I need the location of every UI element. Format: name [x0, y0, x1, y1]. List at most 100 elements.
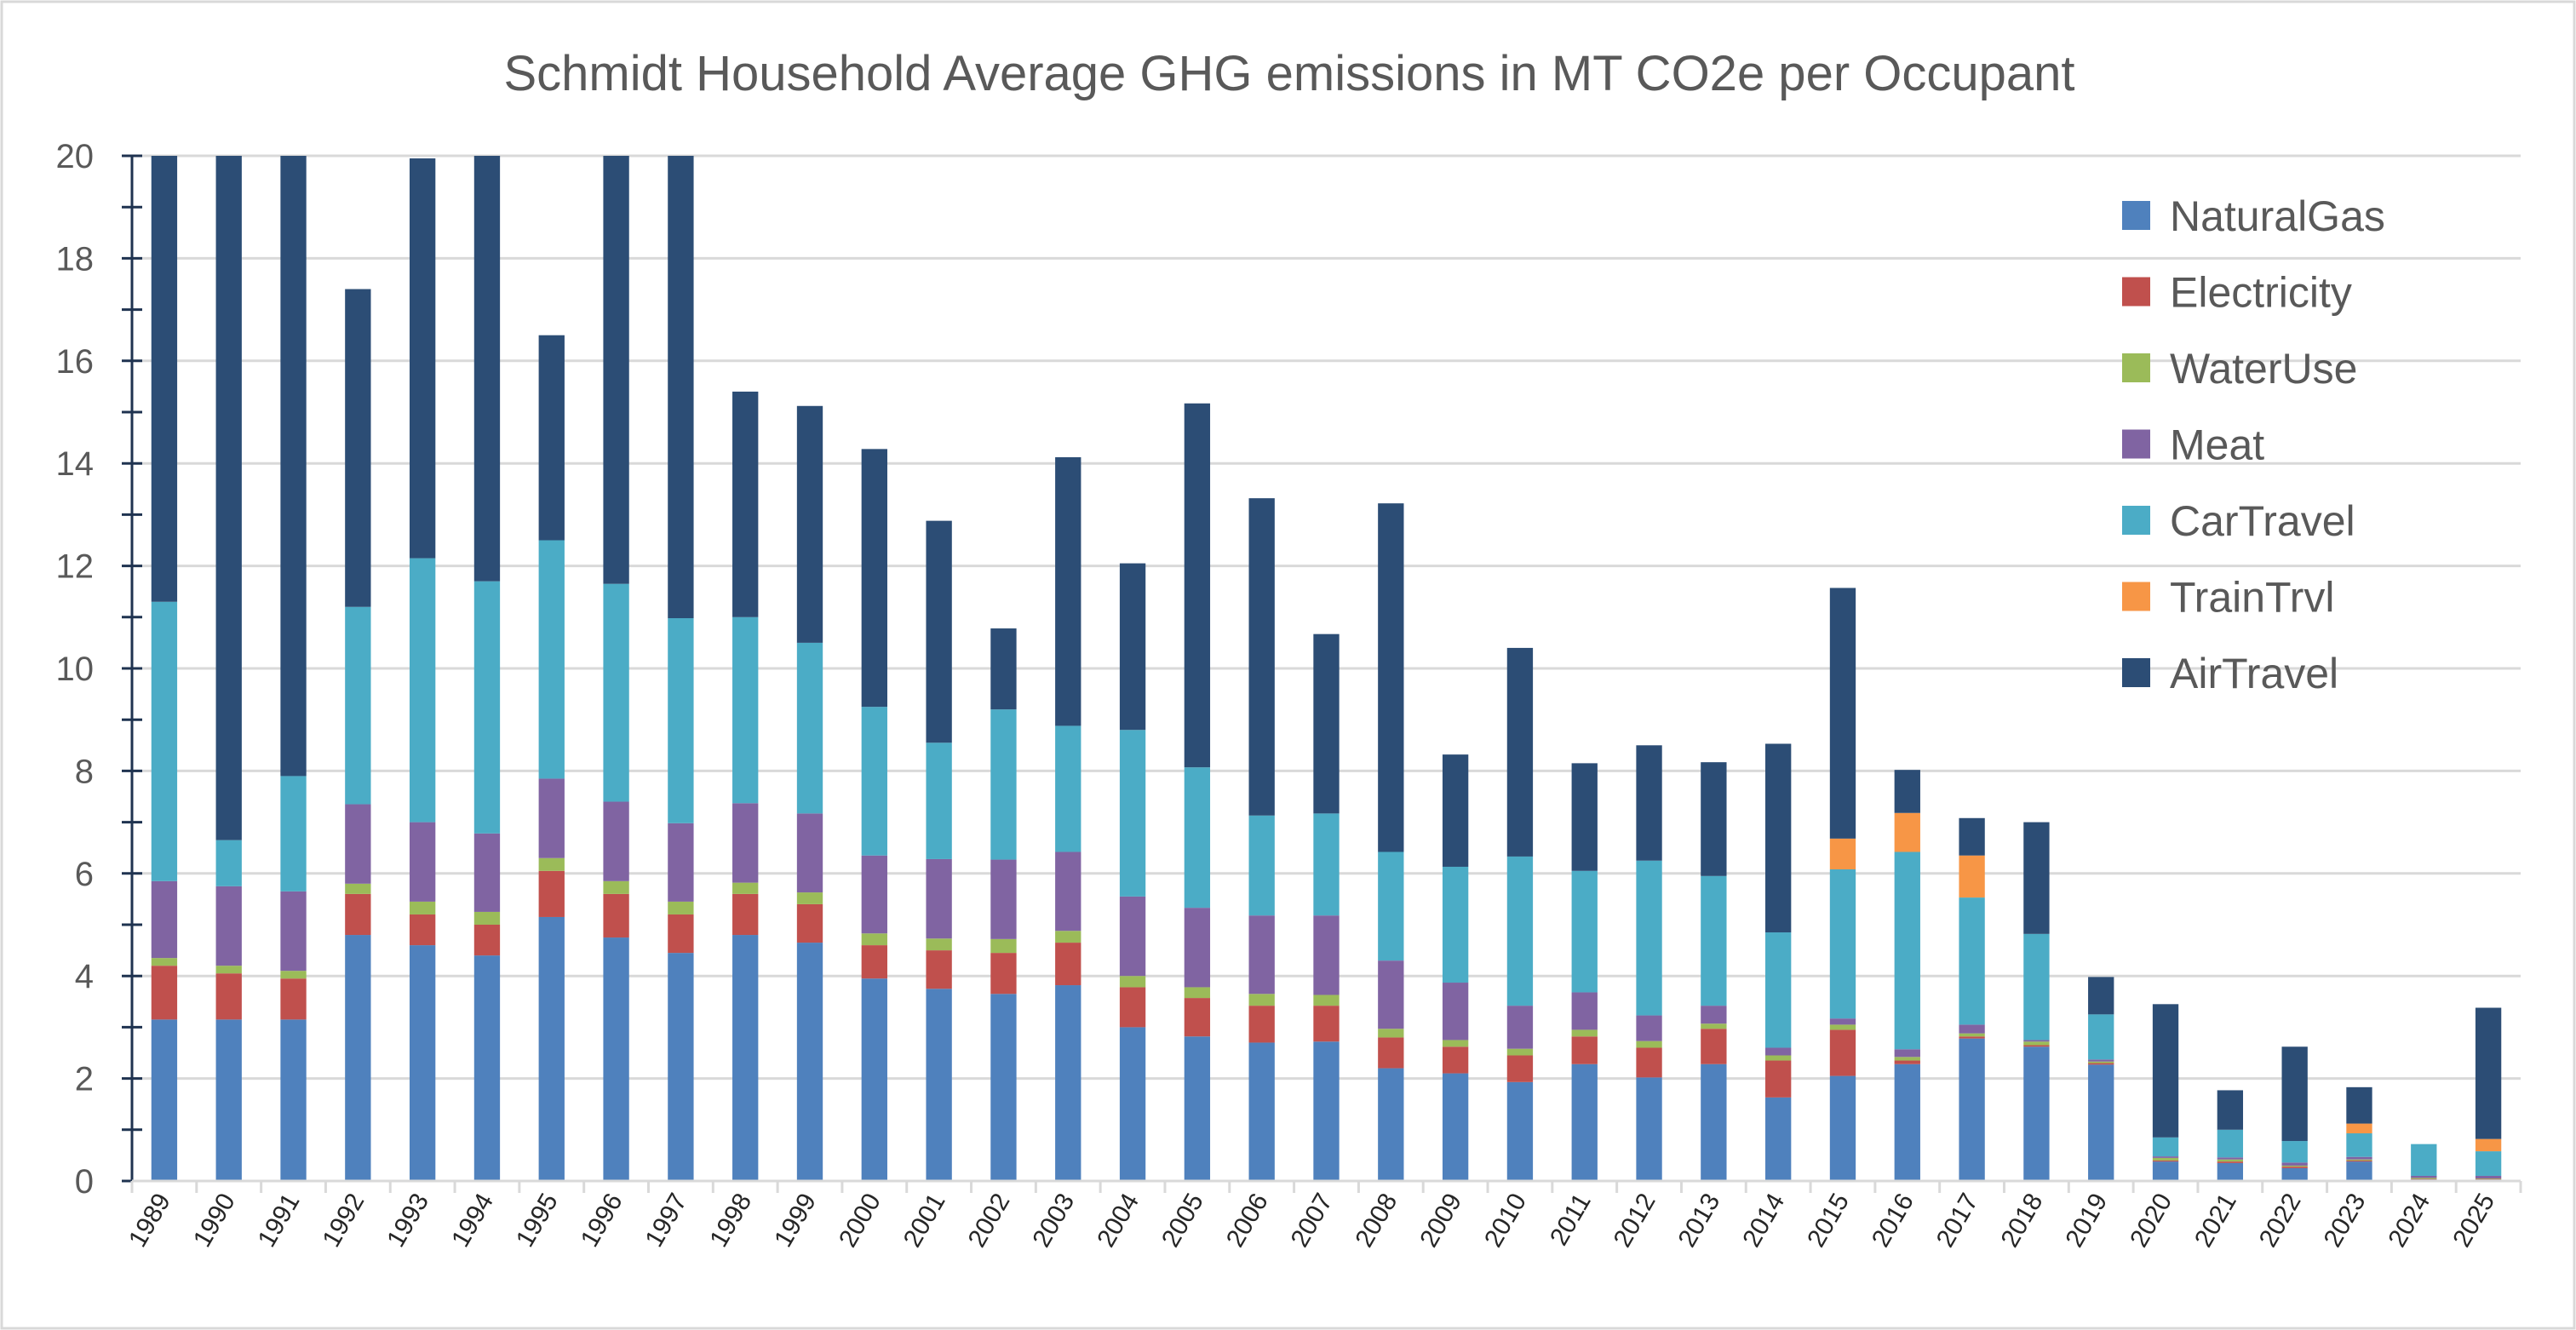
bar-segment-meat-1994	[473, 833, 501, 912]
y-tick-label: 2	[75, 1061, 94, 1098]
bar-segment-airtravel-1995	[538, 335, 565, 541]
bar-segment-wateruse-2023	[2346, 1159, 2372, 1161]
bar-segment-naturalgas-2003	[1055, 985, 1081, 1181]
bar-segment-meat-1992	[345, 804, 371, 884]
bar-segment-airtravel-1992	[345, 289, 371, 607]
bar-segment-meat-2004	[1119, 896, 1146, 977]
legend-label: AirTravel	[2170, 650, 2338, 697]
bar-segment-electricity-2022	[2281, 1167, 2308, 1168]
bar-segment-airtravel-2020	[2152, 1004, 2179, 1138]
bar-segment-cartravel-2007	[1313, 813, 1340, 916]
bar-segment-airtravel-2022	[2281, 1046, 2308, 1142]
bar-segment-electricity-2018	[2023, 1045, 2050, 1047]
bar-segment-airtravel-2006	[1248, 498, 1275, 816]
bar-segment-wateruse-1994	[473, 911, 501, 925]
bar-segment-cartravel-2022	[2281, 1141, 2308, 1163]
bar-segment-cartravel-2011	[1571, 870, 1598, 993]
bar-segment-wateruse-1989	[151, 958, 178, 966]
bar-segment-airtravel-2019	[2088, 977, 2114, 1015]
bar-segment-meat-2014	[1765, 1047, 1792, 1056]
bar-segment-airtravel-2015	[1829, 588, 1856, 839]
bar-segment-naturalgas-2016	[1894, 1063, 1920, 1181]
bar-segment-electricity-2014	[1765, 1060, 1792, 1098]
legend-item-traintrvl: TrainTrvl	[2122, 574, 2335, 622]
bar-segment-naturalgas-1994	[473, 955, 501, 1181]
bar-segment-airtravel-2005	[1184, 403, 1211, 768]
bar-segment-cartravel-2012	[1636, 860, 1662, 1016]
bar-segment-wateruse-2016	[1894, 1057, 1920, 1061]
bar-segment-cartravel-1998	[732, 616, 759, 804]
bar-segment-wateruse-2018	[2023, 1041, 2050, 1046]
bar-segment-naturalgas-1999	[796, 943, 823, 1181]
bar-segment-electricity-2010	[1506, 1055, 1534, 1082]
bar-segment-traintrvl-2015	[1829, 838, 1856, 869]
bar-segment-airtravel-2003	[1055, 456, 1081, 726]
bar-segment-electricity-1998	[732, 893, 759, 936]
bar-segment-wateruse-2015	[1829, 1024, 1856, 1030]
bar-segment-naturalgas-2023	[2346, 1161, 2372, 1181]
y-tick-label: 18	[56, 240, 95, 278]
bar-segment-electricity-2013	[1701, 1029, 1727, 1064]
bar-segment-wateruse-2019	[2088, 1061, 2114, 1063]
bar-segment-wateruse-1990	[215, 966, 242, 974]
bar-segment-wateruse-2011	[1571, 1029, 1598, 1037]
bar-segment-wateruse-2004	[1119, 976, 1146, 988]
y-tick-label: 14	[56, 445, 95, 483]
bar-segment-naturalgas-2014	[1765, 1097, 1792, 1181]
bar-segment-meat-2001	[926, 858, 952, 939]
bar-segment-traintrvl-2023	[2346, 1123, 2372, 1134]
bar-segment-meat-1989	[151, 880, 178, 959]
legend-label: Electricity	[2170, 269, 2352, 317]
bar-segment-meat-1990	[215, 886, 242, 966]
bar-segment-electricity-2017	[1959, 1036, 1985, 1039]
bar-segment-cartravel-2015	[1829, 869, 1856, 1019]
bar-segment-meat-2023	[2346, 1156, 2372, 1160]
bar-segment-wateruse-2000	[861, 933, 887, 946]
bar-segment-electricity-2011	[1571, 1036, 1598, 1064]
legend-item-wateruse: WaterUse	[2122, 345, 2357, 393]
bar-segment-cartravel-1991	[280, 776, 307, 891]
bar-segment-airtravel-2002	[990, 628, 1017, 710]
bar-segment-naturalgas-2001	[926, 989, 952, 1181]
bar-segment-cartravel-1993	[409, 558, 436, 823]
bar-segment-cartravel-2010	[1506, 856, 1534, 1006]
bar-segment-electricity-2008	[1378, 1037, 1404, 1069]
bar-segment-airtravel-2009	[1442, 754, 1469, 867]
y-axis: 0 2 4 6 8 10 12 14 16 18 20	[56, 138, 142, 1201]
bars	[151, 156, 2502, 1181]
bar-segment-traintrvl-2016	[1894, 812, 1920, 852]
bar-segment-meat-2005	[1184, 908, 1211, 988]
bar-segment-airtravel-2008	[1378, 503, 1404, 852]
legend-label: WaterUse	[2170, 345, 2357, 393]
bar-segment-meat-1993	[409, 822, 436, 902]
bar-segment-cartravel-1992	[345, 606, 371, 805]
bar-segment-wateruse-2022	[2281, 1165, 2308, 1167]
bar-segment-naturalgas-2017	[1959, 1038, 1985, 1181]
bar-segment-meat-2006	[1248, 915, 1275, 995]
bar-segment-cartravel-2000	[861, 707, 887, 856]
bar-segment-meat-2009	[1442, 983, 1469, 1040]
bar-segment-electricity-2000	[861, 945, 887, 979]
bar-segment-electricity-2019	[2088, 1063, 2114, 1065]
bar-segment-cartravel-1997	[668, 618, 694, 823]
bar-segment-airtravel-2018	[2023, 822, 2050, 934]
bar-segment-naturalgas-1990	[215, 1019, 242, 1181]
bar-segment-naturalgas-2000	[861, 978, 887, 1181]
bar-segment-electricity-2006	[1248, 1006, 1275, 1043]
bar-segment-wateruse-1995	[538, 857, 565, 871]
bar-segment-electricity-2025	[2475, 1178, 2502, 1180]
chart-title: Schmidt Household Average GHG emissions …	[503, 46, 2074, 101]
bar-segment-naturalgas-1996	[603, 937, 629, 1181]
bar-segment-cartravel-2014	[1765, 932, 1792, 1048]
bar-segment-naturalgas-1997	[668, 953, 694, 1181]
bar-segment-wateruse-2002	[990, 938, 1017, 954]
bar-segment-electricity-2024	[2411, 1178, 2437, 1180]
bar-segment-cartravel-2025	[2475, 1151, 2502, 1176]
bar-segment-naturalgas-2021	[2217, 1162, 2244, 1181]
y-tick-label: 16	[56, 343, 95, 381]
bar-segment-wateruse-2021	[2217, 1159, 2244, 1162]
bar-segment-electricity-1999	[796, 903, 823, 943]
bar-segment-meat-2010	[1506, 1006, 1534, 1049]
bar-segment-electricity-1990	[215, 973, 242, 1020]
bar-segment-airtravel-2011	[1571, 763, 1598, 871]
